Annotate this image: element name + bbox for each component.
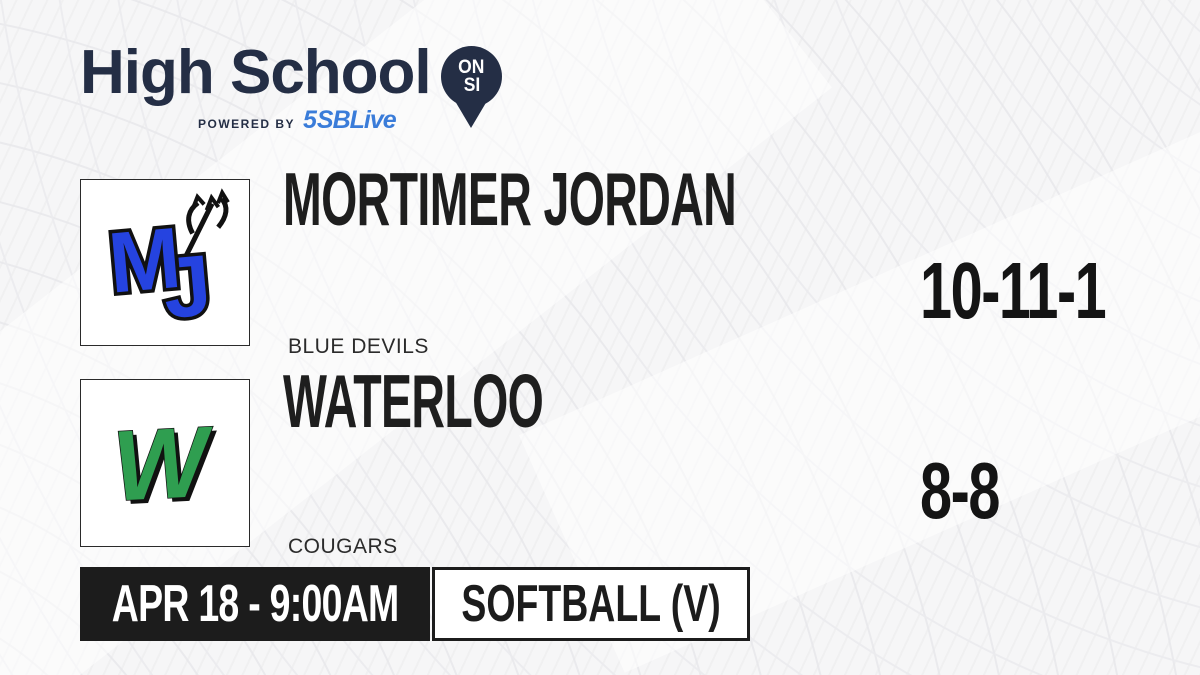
sblive-logo: 5 SBLive (303, 106, 397, 135)
mortimer-jordan-mj-trident-logo: M J (101, 188, 230, 341)
on-si-pin-icon: ON SI (441, 46, 502, 107)
logo-letter-w: W (110, 405, 218, 522)
sblive-s-icon: 5 (303, 106, 317, 134)
event-datetime-badge: APR 18 - 9:00AM (80, 567, 430, 641)
event-datetime-text: APR 18 - 9:00AM (111, 575, 399, 633)
waterloo-w-logo: W W (109, 405, 222, 527)
event-sport-text: SOFTBALL (V) (461, 575, 721, 633)
team-name: WATERLOO (283, 359, 544, 443)
sblive-wordmark: SBLive (316, 106, 397, 134)
powered-by-label: POWERED BY (198, 116, 296, 131)
team-logo-box: M J (80, 179, 250, 346)
logo-letter-w-shadow: W (114, 409, 222, 526)
pin-text-si: SI (463, 74, 480, 96)
brand-wordmark: High School (80, 38, 432, 107)
pin-tip-shape (455, 101, 487, 128)
team-mascot: COUGARS (288, 535, 398, 558)
team-record: 8-8 (920, 446, 1000, 535)
trident-icon (177, 188, 230, 270)
team-logo-box: W W (80, 379, 250, 547)
team-mascot: BLUE DEVILS (288, 335, 429, 358)
powered-by-row: POWERED BY 5 SBLive (198, 106, 397, 135)
logo-letter-m: M (105, 210, 185, 312)
team-name: MORTIMER JORDAN (283, 157, 737, 241)
pin-text-on: ON (458, 57, 485, 79)
team-record: 10-11-1 (920, 246, 1107, 335)
logo-letter-j: J (159, 237, 215, 337)
event-sport-badge: SOFTBALL (V) (432, 567, 750, 641)
